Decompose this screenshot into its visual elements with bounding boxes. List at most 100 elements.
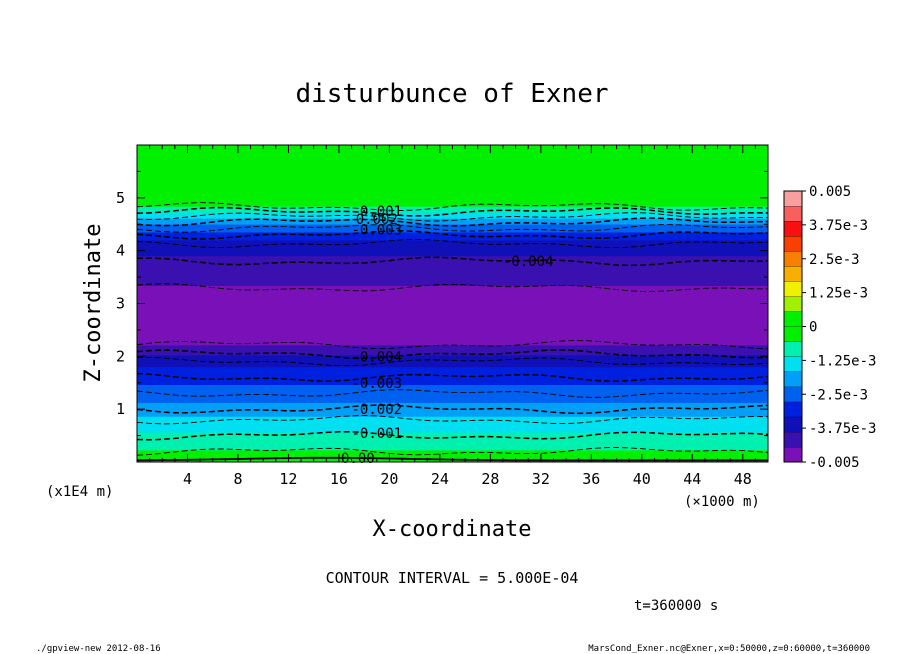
colorbar-swatch [783,250,803,267]
contour-band [137,269,768,273]
contour-fill-bands [137,145,768,462]
x-tick-label: 4 [183,470,192,488]
y-axis-unit: (x1E4 m) [46,484,113,500]
colorbar-swatch [783,371,803,388]
contour-labels: 0.00 -0.001 -0.002 -0.003 -0.004 -0.004 -0.003… [341,204,554,467]
contour-label: 0.00 [341,451,375,467]
x-tick-label: 48 [734,470,752,488]
contour-band [137,370,768,374]
contour-band [137,182,768,185]
colorbar-label: -0.005 [809,455,860,471]
contour-band [137,297,768,300]
contour-label: -0.002 [351,402,402,418]
contour-label: -0.001 [351,426,402,442]
contour-band [137,404,768,407]
contour-band [137,218,768,221]
contour-band [137,319,768,322]
contour-band [137,279,768,283]
contour-band [137,447,768,451]
contour-band [137,154,768,158]
footer-right: MarsCond_Exner.nc@Exner,x=0:50000,z=0:60… [588,644,870,654]
contour-band [137,396,768,399]
colorbar-label: 2.5e-3 [809,252,860,268]
contour-band [137,388,768,391]
contour-band [137,275,768,279]
contour-band [137,382,768,386]
contour-band [137,301,768,304]
contour-band [137,295,768,298]
contour-band [137,267,768,271]
contour-band [137,245,768,249]
colorbar-label: 0 [809,320,817,336]
colorbar-swatch [783,280,803,297]
contour-line [137,356,768,367]
contour-band [137,198,768,201]
contour-line [137,372,768,382]
contour-band [137,299,768,302]
contour-band [137,249,768,253]
time-label: t=360000 s [634,598,718,614]
colorbar-swatch [783,386,803,403]
contour-band [137,281,768,284]
colorbar-swatch [783,446,803,463]
contour-band [137,231,768,235]
contour-band [137,380,768,384]
x-tick-label: 36 [582,470,600,488]
contour-band [137,253,768,257]
contour-band [137,235,768,239]
contour-band [137,431,768,435]
contour-band [137,441,768,445]
contour-band [137,186,768,189]
colorbar-label: 0.005 [809,184,851,200]
colorbar-swatch [783,205,803,222]
contour-band [137,164,768,168]
contour-band [137,285,768,288]
contour-band [137,259,768,263]
contour-band [137,400,768,403]
x-tick-label: 16 [330,470,348,488]
contour-band [137,414,768,417]
colorbar-swatch [783,431,803,448]
contour-line [137,447,768,456]
colorbar-swatch [783,326,803,342]
contour-line [137,230,768,240]
colorbar-swatch [783,190,803,207]
contour-band [137,376,768,380]
x-tick-label: 20 [380,470,398,488]
contour-band [137,273,768,277]
colorbar-swatch [783,341,803,357]
x-axis-label: X-coordinate [373,517,532,542]
contour-label: -0.001 [351,204,402,220]
contour-band [137,439,768,443]
contour-band [137,255,768,259]
contour-line [137,238,768,249]
colorbar-swatch [783,356,803,373]
contour-label: -0.003 [351,376,402,392]
contour-band [137,354,768,358]
contour-band [137,336,768,340]
contour-band [137,192,768,195]
contour-band [137,202,768,205]
contour-band [137,229,768,233]
contour-band [137,176,768,179]
contour-line [137,404,768,415]
contour-band [137,324,768,328]
y-tick-label: 3 [116,295,125,313]
x-tick-label: 44 [683,470,701,488]
colorbar-label: 1.25e-3 [809,286,868,302]
contour-band [137,241,768,245]
x-tick-label: 28 [481,470,499,488]
contour-band [137,291,768,294]
contour-band [137,412,768,415]
contour-band [137,422,768,425]
x-tick-label: 24 [431,470,449,488]
contour-band [137,206,768,209]
contour-label: -0.004 [503,254,554,270]
colorbar-swatch [783,235,803,252]
contour-band [137,160,768,164]
contour-band [137,214,768,217]
contour-band [137,247,768,251]
contour-line [137,349,768,360]
contour-band [137,360,768,364]
contour-band [137,180,768,183]
